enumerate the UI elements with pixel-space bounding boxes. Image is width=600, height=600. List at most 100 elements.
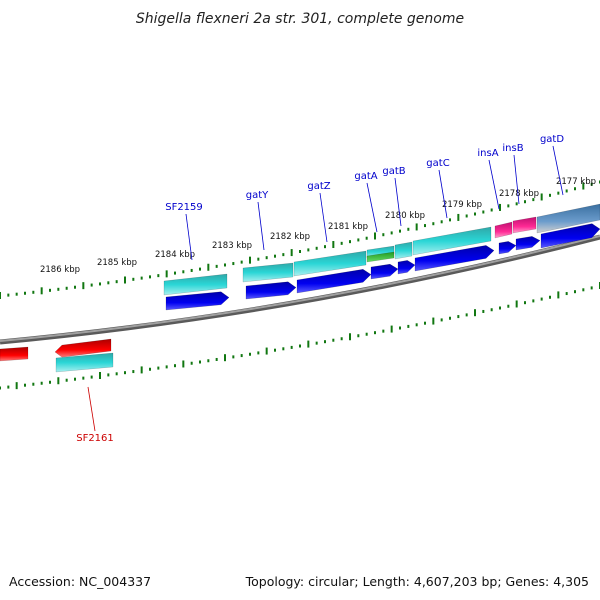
feature-track xyxy=(0,203,600,373)
tick-minor xyxy=(540,297,543,301)
label-leader-line xyxy=(319,192,328,243)
gene-gatD xyxy=(536,203,600,234)
tick-minor xyxy=(299,344,301,348)
tick-minor xyxy=(215,357,218,361)
tick-minor xyxy=(240,260,243,264)
tick-major xyxy=(349,333,351,341)
tick-major xyxy=(165,270,168,278)
tick-minor xyxy=(107,281,110,285)
gene-label-gatC: gatC xyxy=(426,158,449,169)
tick-major xyxy=(99,372,101,379)
tick-minor xyxy=(282,347,285,351)
tick-minor xyxy=(482,210,485,214)
tick-minor xyxy=(524,301,526,305)
tick-minor xyxy=(24,383,26,387)
tick-minor xyxy=(74,285,76,289)
tick-minor xyxy=(340,337,343,341)
tick-minor xyxy=(7,293,10,297)
tick-minor xyxy=(240,354,243,358)
cds-gatA xyxy=(370,263,399,280)
tick-major xyxy=(415,223,418,231)
tick-track-forward: 2177 kbp 2178 kbp 2179 kbp 2180 kbp 2181 kbp… xyxy=(0,177,600,299)
tick-major xyxy=(499,203,501,211)
tick-minor xyxy=(249,352,251,356)
tick-major xyxy=(182,360,185,368)
tick-major xyxy=(224,354,226,362)
tick-minor xyxy=(574,290,576,294)
gene-label-gatY: gatY xyxy=(246,190,269,201)
tick-label: 2182 kbp xyxy=(270,232,310,242)
tick-minor xyxy=(357,334,360,338)
tick-minor xyxy=(449,316,451,320)
gene-label-SF2159: SF2159 xyxy=(165,202,203,213)
tick-major xyxy=(124,276,126,284)
tick-major xyxy=(57,377,60,385)
tick-minor xyxy=(274,254,276,258)
tick-minor xyxy=(49,380,51,384)
cds-gatC xyxy=(414,245,495,272)
cds-reverse-partial xyxy=(0,346,29,362)
tick-minor xyxy=(174,364,176,368)
gene-gatC xyxy=(412,226,492,256)
tick-minor xyxy=(407,324,410,328)
tick-major xyxy=(540,193,543,201)
tick-minor xyxy=(590,286,593,290)
tick-minor xyxy=(157,274,160,278)
label-leader-line xyxy=(87,386,96,432)
tick-minor xyxy=(24,291,26,295)
tick-minor xyxy=(349,240,351,244)
cds-gatZ xyxy=(296,269,372,294)
tick-major xyxy=(82,282,85,290)
tick-minor xyxy=(199,360,201,364)
accession-text: Accession: NC_004337 xyxy=(9,574,152,589)
tick-minor xyxy=(324,340,326,344)
tick-minor xyxy=(207,359,210,363)
tick-minor xyxy=(165,365,168,369)
tick-major xyxy=(265,347,268,355)
genome-summary-text: Topology: circular; Length: 4,607,203 bp… xyxy=(245,574,589,589)
tick-minor xyxy=(415,323,418,327)
tick-major xyxy=(207,263,210,271)
tick-minor xyxy=(324,245,326,249)
tick-minor xyxy=(40,381,43,385)
gene-SF2161 xyxy=(55,352,114,373)
tick-minor xyxy=(524,200,526,204)
label-leader-line xyxy=(257,201,265,251)
tick-minor xyxy=(582,288,585,292)
tick-minor xyxy=(232,355,235,359)
tick-minor xyxy=(507,204,510,208)
tick-minor xyxy=(565,189,568,193)
tick-minor xyxy=(15,292,18,296)
tick-minor xyxy=(515,202,518,206)
tick-minor xyxy=(574,187,576,191)
cds-gatY xyxy=(245,281,297,300)
tick-minor xyxy=(590,182,593,186)
tick-label: 2186 kbp xyxy=(40,265,80,275)
tick-minor xyxy=(565,292,568,296)
tick-major xyxy=(457,213,460,221)
tick-minor xyxy=(440,220,443,224)
tick-major xyxy=(0,292,1,299)
tick-minor xyxy=(149,275,151,279)
tick-major xyxy=(432,317,435,325)
gene-label-insA: insA xyxy=(477,148,498,159)
tick-major xyxy=(332,241,335,249)
tick-minor xyxy=(449,218,451,222)
tick-minor xyxy=(140,276,143,280)
tick-major xyxy=(474,309,476,317)
tick-track-reverse xyxy=(0,282,600,390)
tick-minor xyxy=(157,366,160,370)
tick-minor xyxy=(82,376,85,380)
tick-minor xyxy=(132,277,135,281)
tick-major xyxy=(307,340,310,348)
tick-minor xyxy=(265,256,268,260)
gene-gatA-green xyxy=(366,251,395,263)
tick-minor xyxy=(32,290,35,294)
tick-minor xyxy=(290,345,293,349)
tick-minor xyxy=(65,378,68,382)
label-leader-line xyxy=(513,154,520,205)
cds-SF2161 xyxy=(54,338,112,358)
tick-minor xyxy=(482,309,485,313)
gene-label-gatD: gatD xyxy=(540,134,564,145)
